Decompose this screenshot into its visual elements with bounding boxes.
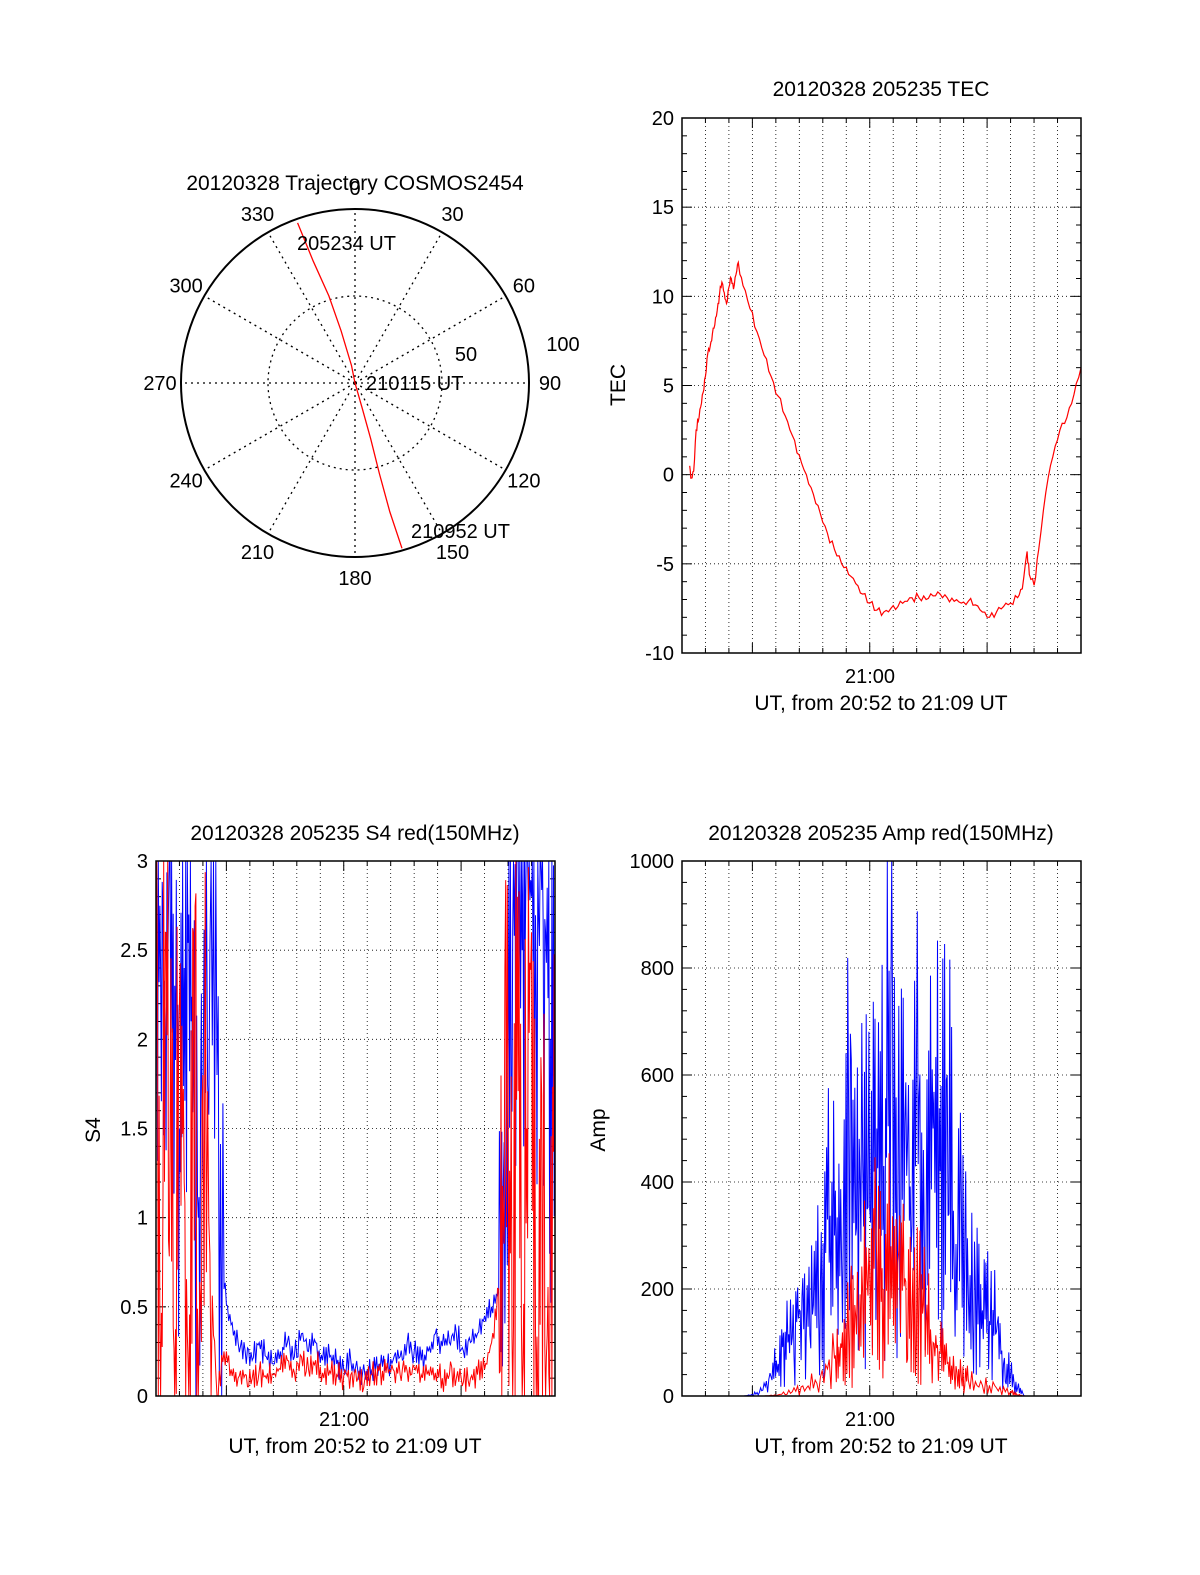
series-line-red bbox=[155, 860, 556, 1397]
y-tick-label: 2 bbox=[137, 1029, 148, 1051]
polar-azimuth-label: 180 bbox=[338, 568, 371, 590]
amp-grid bbox=[682, 860, 1082, 1397]
polar-ring-50 bbox=[267, 295, 443, 471]
polar-title: 20120328 Trajectory COSMOS2454 bbox=[186, 172, 524, 195]
polar-spoke-150 bbox=[354, 382, 443, 535]
y-tick-label: 1.5 bbox=[120, 1119, 148, 1141]
s4-plot: 20120328 205235 S4 red(150MHz) 0 0.5 1 1.5 2… bbox=[82, 822, 556, 1458]
polar-azimuth-label: 270 bbox=[143, 373, 176, 395]
y-tick-label: 400 bbox=[641, 1172, 674, 1194]
y-tick-label: -10 bbox=[645, 643, 674, 665]
tec-series bbox=[689, 260, 1082, 619]
y-tick-label: 1 bbox=[137, 1208, 148, 1230]
y-tick-label: 5 bbox=[663, 376, 674, 398]
polar-outer-circle bbox=[180, 208, 530, 558]
amp-title: 20120328 205235 Amp red(150MHz) bbox=[708, 822, 1054, 845]
s4-x-tick-label: 21:00 bbox=[319, 1409, 369, 1431]
amp-plot: 20120328 205235 Amp red(150MHz) 0 200 400 6… bbox=[587, 822, 1082, 1458]
amp-x-tick-label: 21:00 bbox=[845, 1409, 895, 1431]
polar-spoke-30 bbox=[354, 231, 443, 384]
series-line-blue bbox=[155, 860, 556, 1397]
trajectory-line bbox=[296, 222, 403, 549]
polar-azimuth-labels: 0 30 60 90 120 150 180 210 240 270 300 330 bbox=[143, 178, 561, 590]
y-tick-label: 200 bbox=[641, 1279, 674, 1301]
y-tick-label: 20 bbox=[652, 108, 674, 130]
amp-frame bbox=[681, 860, 1082, 1397]
polar-radial-label: 100 bbox=[546, 334, 579, 356]
y-tick-label: 3 bbox=[137, 851, 148, 873]
polar-grid bbox=[181, 209, 529, 557]
polar-trajectory-plot: 20120328 Trajectory COSMOS2454 0 30 60 90 12… bbox=[143, 172, 579, 590]
y-tick-label: 0.5 bbox=[120, 1297, 148, 1319]
polar-spoke-330 bbox=[267, 231, 356, 384]
polar-spoke-60 bbox=[354, 295, 507, 384]
polar-azimuth-label: 90 bbox=[539, 373, 561, 395]
s4-y-tick-labels: 0 0.5 1 1.5 2 2.5 3 bbox=[120, 851, 148, 1408]
polar-azimuth-label: 60 bbox=[513, 276, 535, 298]
amp-xlabel: UT, from 20:52 to 21:09 UT bbox=[754, 1435, 1007, 1458]
s4-title: 20120328 205235 S4 red(150MHz) bbox=[190, 822, 519, 845]
polar-spoke-210 bbox=[267, 382, 356, 535]
y-tick-label: -5 bbox=[656, 554, 674, 576]
series-line-blue bbox=[682, 860, 1081, 1397]
y-tick-label: 800 bbox=[641, 958, 674, 980]
s4-series bbox=[155, 860, 556, 1397]
y-tick-label: 10 bbox=[652, 286, 674, 308]
tec-x-tick-label: 21:00 bbox=[845, 666, 895, 688]
polar-azimuth-label: 30 bbox=[441, 204, 463, 226]
y-tick-label: 0 bbox=[663, 1386, 674, 1408]
tec-title: 20120328 205235 TEC bbox=[773, 78, 990, 101]
polar-azimuth-label: 210 bbox=[241, 542, 274, 564]
s4-frame bbox=[155, 860, 556, 1397]
series-line-TEC bbox=[689, 260, 1082, 619]
polar-azimuth-label: 150 bbox=[436, 542, 469, 564]
polar-spoke-300 bbox=[203, 295, 356, 384]
polar-azimuth-label: 120 bbox=[507, 471, 540, 493]
s4-ylabel: S4 bbox=[82, 1117, 105, 1143]
y-tick-label: 1000 bbox=[630, 851, 675, 873]
trajectory-end-label: 210952 UT bbox=[411, 521, 510, 543]
y-tick-label: 15 bbox=[652, 197, 674, 219]
trajectory-mid-label: 210115 UT bbox=[366, 373, 463, 395]
amp-y-tick-labels: 0 200 400 600 800 1000 bbox=[630, 851, 675, 1408]
s4-xlabel: UT, from 20:52 to 21:09 UT bbox=[228, 1435, 481, 1458]
y-tick-label: 0 bbox=[137, 1386, 148, 1408]
polar-spoke-120 bbox=[354, 382, 507, 471]
polar-radial-labels: 50 100 bbox=[455, 334, 580, 366]
tec-y-tick-labels: -10 -5 0 5 10 15 20 bbox=[645, 108, 674, 665]
amp-series bbox=[682, 860, 1081, 1398]
polar-azimuth-label: 240 bbox=[169, 471, 202, 493]
polar-azimuth-label: 0 bbox=[349, 178, 360, 200]
tec-grid bbox=[682, 117, 1082, 654]
tec-ylabel: TEC bbox=[607, 364, 630, 406]
polar-azimuth-label: 300 bbox=[169, 276, 202, 298]
tec-frame bbox=[681, 117, 1082, 654]
series-line-red bbox=[682, 1153, 1081, 1398]
polar-azimuth-label: 330 bbox=[241, 204, 274, 226]
y-tick-label: 600 bbox=[641, 1065, 674, 1087]
polar-radial-label: 50 bbox=[455, 344, 477, 366]
y-tick-label: 2.5 bbox=[120, 940, 148, 962]
tec-xlabel: UT, from 20:52 to 21:09 UT bbox=[754, 692, 1007, 715]
trajectory-start-label: 205234 UT bbox=[297, 233, 396, 255]
y-tick-label: 0 bbox=[663, 465, 674, 487]
amp-ylabel: Amp bbox=[587, 1108, 610, 1151]
polar-spoke-240 bbox=[203, 382, 356, 471]
